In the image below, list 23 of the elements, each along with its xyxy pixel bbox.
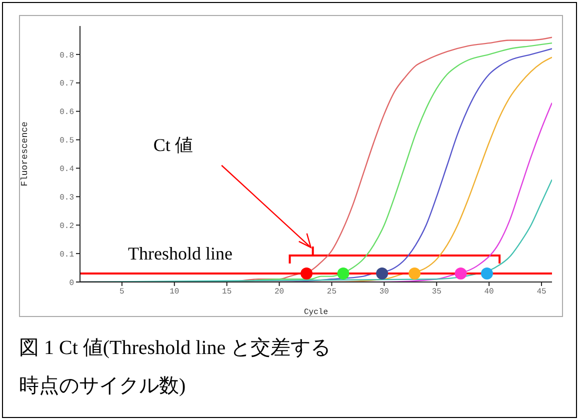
y-tick-label: 0.7 <box>60 80 74 89</box>
y-tick-label: 0.1 <box>60 250 74 260</box>
x-axis-title: Cycle <box>304 308 328 317</box>
y-tick-label: 0.4 <box>60 165 74 174</box>
y-tick-label: 0.8 <box>60 51 74 60</box>
y-axis-title: Fluorescence <box>20 122 30 186</box>
y-tick-label: 0 <box>69 278 74 288</box>
x-tick-label: 35 <box>432 288 442 297</box>
caption: 図 1 Ct 値(Threshold line と交差する時点のサイクル数) <box>19 336 332 399</box>
x-tick-label: 45 <box>536 288 547 297</box>
y-tick-label: 0.6 <box>60 108 74 118</box>
y-tick-label: 0.3 <box>60 194 74 203</box>
x-tick-label: 40 <box>484 288 494 297</box>
annotation: Ct 値 <box>153 135 193 156</box>
x-tick-label: 20 <box>274 288 284 297</box>
ref-line-label: Threshold line <box>128 243 232 264</box>
x-tick-label: 15 <box>222 288 232 297</box>
x-tick-label: 10 <box>170 288 180 297</box>
x-tick-label: 5 <box>120 288 125 297</box>
x-tick-label: 25 <box>326 288 337 297</box>
y-tick-label: 0.2 <box>60 222 74 231</box>
x-tick-label: 30 <box>379 288 390 297</box>
y-tick-label: 0.5 <box>60 136 74 146</box>
